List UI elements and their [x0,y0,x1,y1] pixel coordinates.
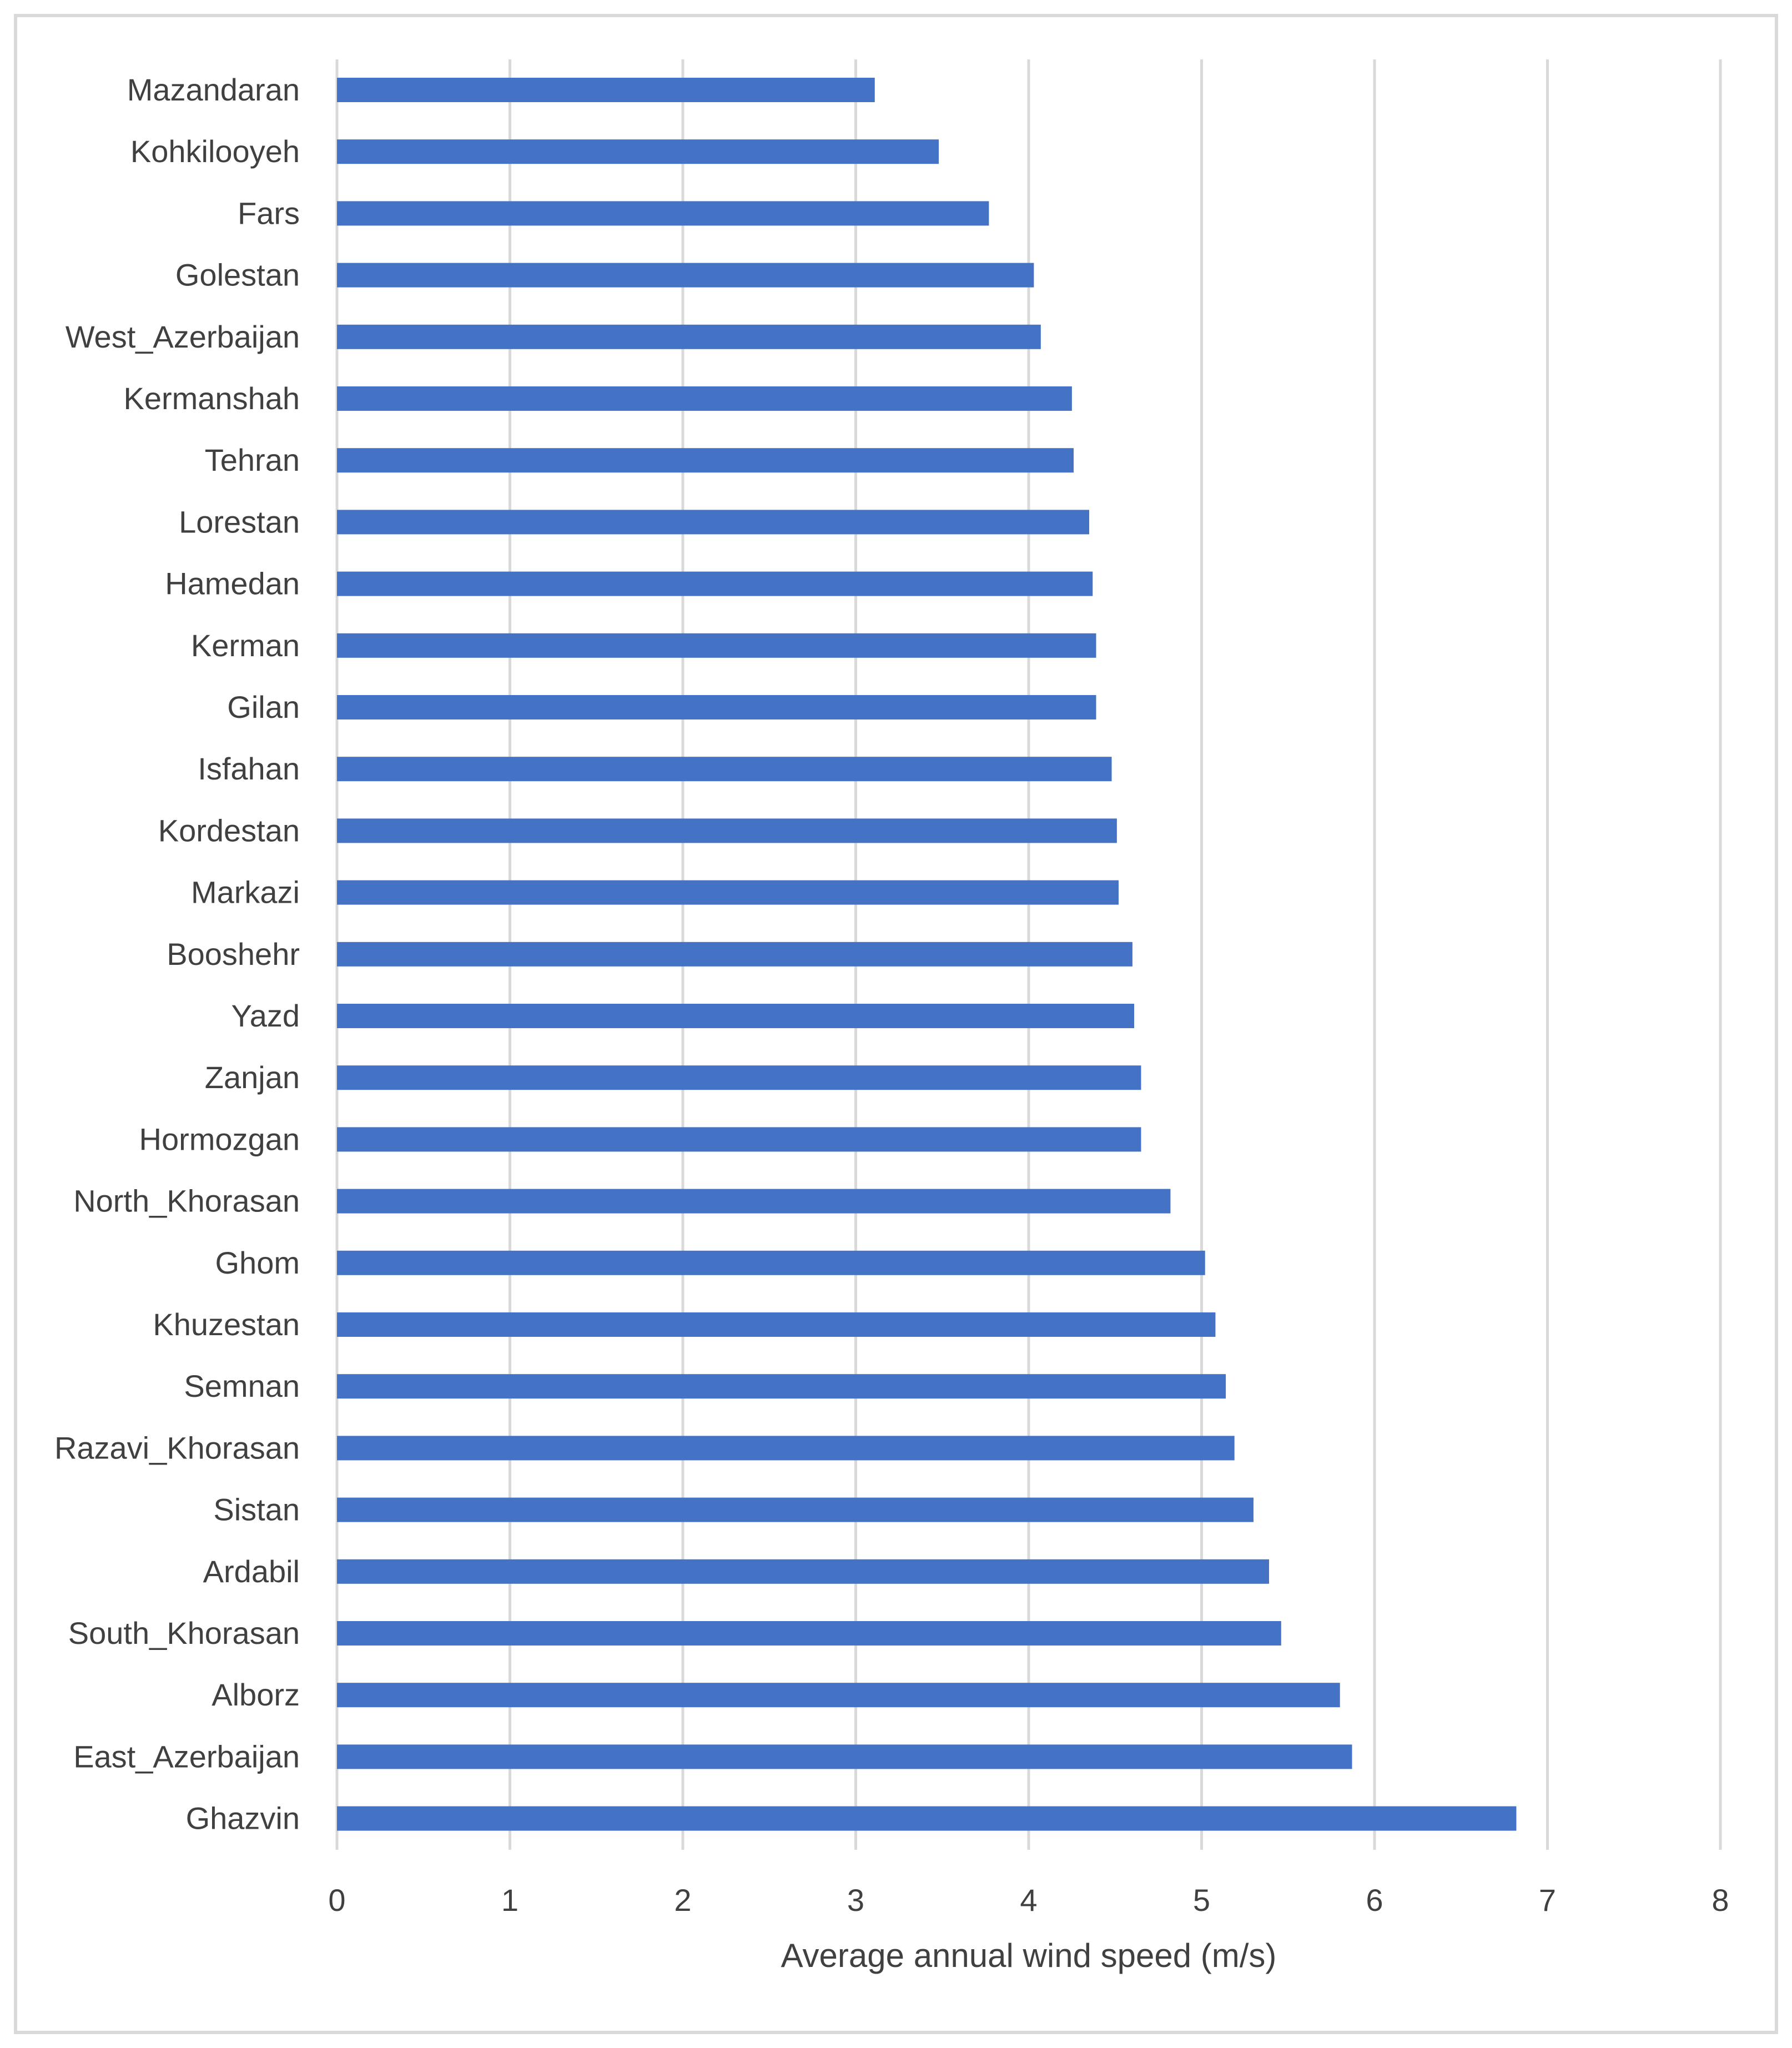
category-label: Hormozgan [139,1121,300,1156]
category-label: West_Azerbaijan [66,319,300,354]
category-label: Markazi [191,875,300,910]
x-tick-label: 7 [1539,1883,1556,1918]
category-label: Razavi_Khorasan [54,1430,300,1465]
x-tick-label: 1 [501,1883,519,1918]
bar [337,1374,1226,1399]
x-tick-label: 4 [1020,1883,1037,1918]
category-label: Sistan [213,1492,300,1527]
bar [337,324,1041,349]
category-label: Kermanshah [123,381,300,416]
bars [337,78,1517,1831]
bar [337,1744,1352,1769]
bar [337,1004,1135,1028]
bar [337,510,1090,535]
x-tick-label: 8 [1712,1883,1729,1918]
x-tick-label: 3 [847,1883,864,1918]
bar [337,1436,1235,1461]
category-label: Lorestan [179,504,300,539]
category-label: Ghazvin [186,1801,300,1836]
category-label: Tehran [205,442,300,477]
category-label: Hamedan [165,566,300,601]
category-label: Booshehr [167,937,300,972]
category-label: Semnan [184,1368,300,1403]
bar [337,818,1117,843]
bar [337,571,1093,596]
category-label: Kerman [191,628,300,663]
category-label: Khuzestan [153,1307,300,1342]
category-label: Kordestan [158,813,300,848]
x-tick-labels: 0 1 2 3 4 5 6 7 8 [328,1883,1729,1918]
category-label: Yazd [231,998,300,1033]
bar [337,1127,1141,1152]
bar [337,1806,1517,1831]
gridlines [335,59,1722,1850]
category-label: Ardabil [203,1554,300,1589]
category-label: Gilan [227,690,300,724]
x-axis-title: Average annual wind speed (m/s) [781,1937,1277,1974]
bar [337,1621,1281,1646]
category-label: Isfahan [198,751,300,786]
bar [337,1497,1254,1522]
bar [337,757,1112,782]
category-label: South_Khorasan [68,1616,300,1651]
category-label: Fars [238,195,300,230]
bar [337,1683,1340,1708]
category-label: Alborz [212,1677,300,1712]
category-label: Golestan [175,258,300,293]
bar [337,695,1096,719]
x-tick-label: 2 [674,1883,691,1918]
category-labels: Mazandaran Kohkilooyeh Fars Golestan West_Az… [54,72,300,1836]
category-label: East_Azerbaijan [73,1739,300,1774]
bar [337,1189,1171,1214]
category-label: Mazandaran [127,72,300,107]
category-label: Ghom [215,1245,300,1280]
bar [337,1559,1269,1584]
bar [337,78,875,102]
bar [337,1065,1141,1090]
bar [337,633,1096,658]
bar [337,942,1132,967]
bar [337,263,1034,288]
bar [337,1312,1216,1337]
category-label: Kohkilooyeh [130,134,300,169]
category-label: North_Khorasan [73,1184,300,1219]
bar [337,1250,1205,1275]
category-label: Zanjan [205,1060,300,1095]
bar [337,201,989,226]
bar [337,448,1074,473]
x-tick-label: 0 [328,1883,345,1918]
bar [337,386,1072,411]
bar [337,139,939,164]
x-tick-label: 6 [1366,1883,1383,1918]
bar [337,880,1119,905]
x-tick-label: 5 [1193,1883,1210,1918]
